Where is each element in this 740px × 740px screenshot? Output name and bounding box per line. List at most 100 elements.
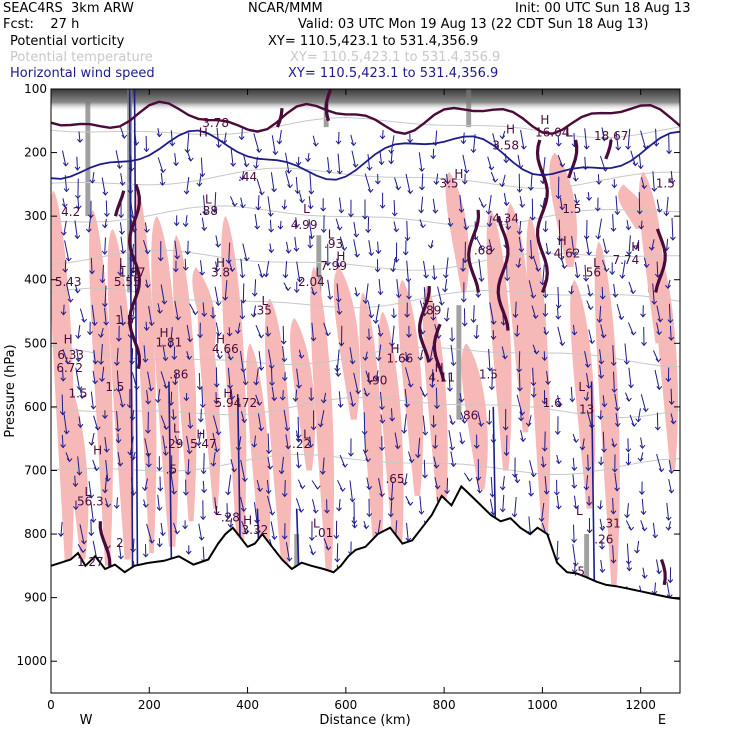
wind-arrowhead	[402, 251, 409, 256]
wind-arrowhead	[115, 439, 122, 444]
wind-arrow	[638, 192, 641, 214]
wind-arrow	[584, 264, 587, 281]
wind-arrow	[241, 301, 243, 319]
wind-arrow	[283, 409, 288, 431]
wind-arrow	[116, 370, 120, 392]
wind-arrowhead	[518, 417, 524, 422]
wind-arrowhead	[388, 160, 395, 165]
wind-arrowhead	[265, 332, 272, 337]
wind-arrow	[200, 260, 203, 276]
wind-arrowhead	[363, 525, 370, 530]
wind-arrowhead	[259, 273, 266, 278]
wind-arrow	[117, 433, 119, 443]
wind-arrowhead	[667, 319, 674, 324]
wind-arrowhead	[520, 437, 526, 443]
wind-arrow	[616, 303, 622, 320]
wind-arrowhead	[542, 294, 549, 299]
wind-arrow	[338, 391, 342, 408]
x-tick-label: 200	[138, 698, 161, 712]
wind-arrowhead	[278, 470, 285, 475]
wind-arrowhead	[101, 250, 108, 255]
wind-arrowhead	[175, 441, 181, 446]
wind-arrowhead	[585, 467, 592, 472]
wind-arrow	[309, 544, 314, 555]
wind-arrow	[641, 498, 645, 515]
pv-low-label: L	[593, 256, 600, 270]
wind-arrowhead	[66, 458, 73, 463]
pink-plume	[378, 311, 404, 573]
wind-arrow	[380, 414, 383, 424]
wind-arrow	[376, 370, 379, 380]
wind-arrow	[215, 235, 219, 247]
pink-plume	[333, 267, 361, 420]
pv-value-label: .86	[169, 367, 188, 381]
wind-arrowhead	[285, 249, 292, 254]
pink-plume	[221, 216, 247, 560]
pv-value-label: 5.43	[55, 275, 82, 289]
wind-arrow	[588, 329, 593, 344]
wind-arrow	[574, 193, 578, 204]
wind-arrowhead	[625, 461, 632, 466]
wind-arrowhead	[594, 207, 601, 212]
wind-arrowhead	[528, 255, 535, 260]
wind-arrowhead	[335, 298, 342, 303]
wind-arrow	[377, 520, 381, 536]
wind-arrowhead	[611, 443, 618, 448]
wind-arrow	[544, 476, 548, 494]
wind-arrowhead	[391, 314, 397, 319]
wind-arrow	[200, 408, 202, 422]
wind-arrowhead	[586, 529, 593, 534]
wind-arrowhead	[182, 525, 188, 530]
pv-low-label: L	[367, 371, 374, 385]
wind-arrowhead	[102, 224, 108, 229]
wind-arrowhead	[287, 184, 293, 189]
wind-arrow	[283, 199, 286, 210]
wind-arrowhead	[354, 292, 361, 297]
valid-time: Valid: 03 UTC Mon 19 Aug 13 (22 CDT Sun …	[298, 17, 649, 32]
wind-arrow	[286, 241, 290, 254]
wind-arrowhead	[102, 414, 108, 419]
wind-arrowhead	[449, 446, 456, 451]
wind-arrowhead	[458, 398, 465, 403]
wind-arrowhead	[635, 418, 642, 423]
wind-arrow	[478, 259, 483, 282]
wind-arrowhead	[610, 227, 617, 232]
wind-arrow	[640, 220, 643, 229]
wind-arrowhead	[299, 199, 306, 204]
pink-plume	[461, 343, 488, 490]
field-name-wind: Horizontal wind speed	[10, 66, 155, 81]
wind-arrowhead	[603, 250, 610, 255]
wind-arrowhead	[583, 277, 589, 282]
pv-value-label: 3.8	[211, 266, 230, 280]
wind-arrowhead	[555, 315, 562, 320]
wind-arrow	[444, 278, 448, 292]
wind-arrow	[612, 345, 615, 366]
wind-arrow	[491, 372, 493, 390]
wind-arrow	[377, 324, 381, 337]
pv-high-label: H	[93, 444, 102, 458]
wind-arrowhead	[601, 403, 608, 408]
wind-arrowhead	[574, 274, 581, 279]
wind-arrowhead	[157, 257, 164, 262]
wind-arrow	[448, 217, 451, 227]
wind-arrowhead	[241, 419, 248, 424]
pv-value-label: .89	[422, 304, 441, 318]
wind-arrow	[104, 285, 107, 307]
pv-value-label: .26	[594, 533, 613, 547]
pv-value-label: .93	[324, 237, 343, 251]
pv-contour	[604, 139, 613, 160]
wind-arrow	[652, 171, 655, 192]
wind-arrow	[62, 349, 69, 364]
wind-arrowhead	[156, 506, 163, 511]
wind-arrow	[198, 431, 202, 446]
wind-arrowhead	[93, 467, 100, 472]
wind-arrow	[571, 236, 575, 255]
wind-arrow	[670, 413, 674, 424]
wind-arrowhead	[656, 570, 663, 575]
pv-value-label: 3.32	[242, 523, 269, 537]
wind-arrowhead	[403, 357, 410, 362]
wind-arrow	[643, 257, 648, 268]
wind-arrow	[299, 192, 303, 203]
wind-arrowhead	[473, 444, 480, 449]
wind-arrowhead	[637, 165, 644, 170]
